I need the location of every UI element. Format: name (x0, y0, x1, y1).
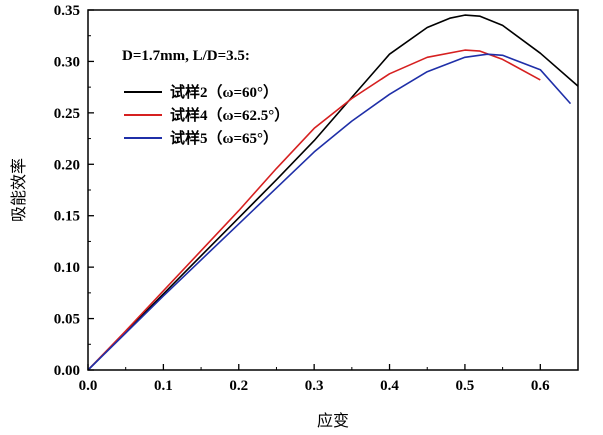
chart-annotation: D=1.7mm, L/D=3.5: (122, 48, 250, 64)
label-layer: 0.0 0.1 0.2 0.3 0.4 0.5 0.6 0.00 0.05 0.10 0.15 0.2… (54, 3, 550, 394)
y-tick-label: 0.35 (54, 3, 80, 19)
series-layer (87, 14, 579, 371)
y-tick-label: 0.25 (54, 106, 80, 122)
y-tick-label: 0.10 (54, 260, 80, 276)
plot-frame (87, 9, 579, 371)
y-tick-label: 0.20 (54, 157, 80, 173)
series-line-1 (87, 14, 579, 371)
legend-label-3: 试样5（ω=65°） (170, 129, 278, 147)
y-tick-label: 0.05 (54, 312, 80, 328)
y-tick-label: 0.30 (54, 54, 80, 70)
tick-layer (87, 9, 541, 371)
x-tick-label: 0.3 (305, 378, 324, 394)
x-tick-label: 0.6 (531, 378, 550, 394)
y-tick-label: 0.00 (54, 363, 80, 379)
x-tick-label: 0.0 (79, 378, 98, 394)
x-tick-label: 0.2 (229, 378, 248, 394)
x-tick-label: 0.5 (456, 378, 475, 394)
legend: 试样2（ω=60°） 试样4（ω=62.5°） 试样5（ω=65°） (124, 83, 289, 147)
x-tick-label: 0.4 (380, 378, 399, 394)
y-tick-label: 0.15 (54, 209, 80, 225)
x-tick-label: 0.1 (154, 378, 173, 394)
legend-label-1: 试样2（ω=60°） (170, 83, 278, 101)
legend-label-2: 试样4（ω=62.5°） (170, 106, 289, 124)
series-line-2 (87, 49, 541, 371)
x-axis-label: 应变 (317, 411, 349, 430)
y-axis-label: 吸能效率 (9, 158, 28, 222)
series-line-3 (87, 53, 572, 371)
